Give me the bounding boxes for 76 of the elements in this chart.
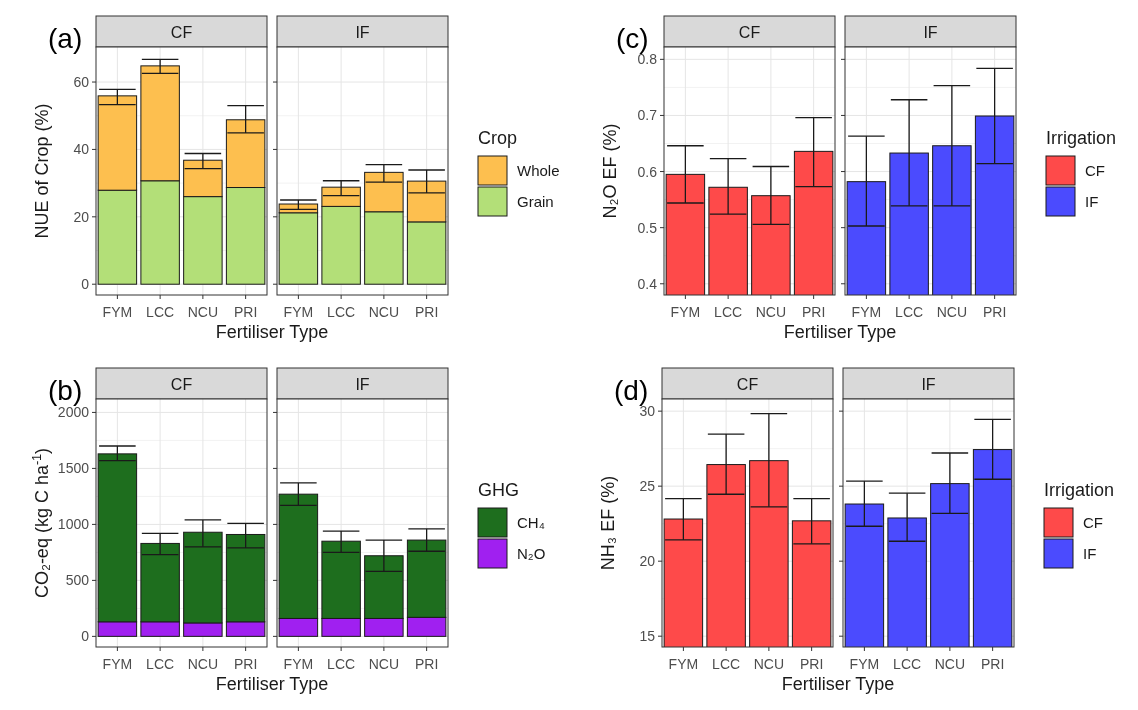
y-tick-label: 0 bbox=[81, 276, 90, 293]
y-tick-label: 1500 bbox=[57, 460, 90, 477]
x-tick-label: LCC bbox=[327, 656, 356, 672]
x-tick-label: NCU bbox=[187, 304, 219, 320]
x-tick-label: FYM bbox=[283, 304, 314, 320]
x-tick-label: PRI bbox=[799, 656, 824, 672]
y-tick-label: 15 bbox=[639, 628, 656, 645]
x-tick-label: FYM bbox=[849, 656, 880, 672]
x-tick-label: PRI bbox=[801, 304, 826, 320]
legend-label: N₂O bbox=[517, 545, 546, 562]
legend-label: IF bbox=[1083, 545, 1097, 562]
x-axis-title: Fertiliser Type bbox=[215, 674, 329, 694]
chart-title: CF bbox=[170, 23, 193, 41]
x-axis-title: Fertiliser Type bbox=[215, 322, 329, 342]
y-tick-label: 20 bbox=[639, 553, 656, 570]
chart-title: IF bbox=[355, 23, 370, 41]
x-tick-label: LCC bbox=[714, 304, 743, 320]
x-tick-label: NCU bbox=[755, 304, 787, 320]
x-tick-label: PRI bbox=[233, 656, 258, 672]
x-tick-label: LCC bbox=[895, 304, 924, 320]
x-tick-label: PRI bbox=[414, 656, 439, 672]
x-tick-label: LCC bbox=[712, 656, 741, 672]
y-tick-label: 0 bbox=[81, 628, 90, 645]
x-tick-label: NCU bbox=[187, 656, 219, 672]
x-tick-label: PRI bbox=[414, 304, 439, 320]
legend-title: Irrigation bbox=[1044, 480, 1115, 500]
legend-title: Crop bbox=[478, 128, 518, 148]
x-tick-label: PRI bbox=[233, 304, 258, 320]
legend-title: GHG bbox=[478, 480, 520, 500]
x-tick-label: NCU bbox=[936, 304, 968, 320]
x-tick-label: NCU bbox=[934, 656, 966, 672]
y-tick-label: 0.7 bbox=[637, 107, 658, 124]
x-tick-label: FYM bbox=[851, 304, 882, 320]
y-tick-label: 500 bbox=[65, 572, 90, 589]
x-axis-title: Fertiliser Type bbox=[781, 674, 895, 694]
y-tick-label: 40 bbox=[73, 141, 90, 158]
y-axis-title: N₂O EF (%) bbox=[600, 123, 620, 219]
legend-label: IF bbox=[1085, 193, 1099, 210]
y-tick-label: 20 bbox=[73, 208, 90, 225]
y-tick-label: 0.5 bbox=[637, 219, 658, 236]
x-tick-label: LCC bbox=[146, 656, 175, 672]
x-tick-label: NCU bbox=[368, 656, 400, 672]
x-tick-label: NCU bbox=[753, 656, 785, 672]
y-tick-label: 0.6 bbox=[637, 163, 658, 180]
y-tick-label: 25 bbox=[639, 478, 656, 495]
text: (a) bbox=[48, 23, 83, 54]
chart-title: IF bbox=[923, 23, 938, 41]
y-tick-label: 1000 bbox=[57, 516, 90, 533]
text: CF bbox=[738, 23, 761, 41]
x-tick-label: FYM bbox=[102, 304, 133, 320]
y-tick-label: 60 bbox=[73, 74, 90, 91]
x-tick-label: PRI bbox=[982, 304, 1007, 320]
y-tick-label: 0.4 bbox=[637, 275, 658, 292]
chart-title: CF bbox=[170, 375, 193, 393]
x-tick-label: PRI bbox=[980, 656, 1005, 672]
legend-label: Grain bbox=[517, 193, 554, 210]
x-tick-label: LCC bbox=[327, 304, 356, 320]
text: CF bbox=[1083, 514, 1103, 531]
x-tick-label: NCU bbox=[368, 304, 400, 320]
y-axis-title: NH₃ EF (%) bbox=[598, 475, 618, 571]
x-tick-label: FYM bbox=[283, 656, 314, 672]
x-tick-label: FYM bbox=[668, 656, 699, 672]
x-tick-label: LCC bbox=[893, 656, 922, 672]
legend-label: CH₄ bbox=[517, 514, 545, 531]
x-axis-title: Fertiliser Type bbox=[783, 322, 897, 342]
x-tick-label: FYM bbox=[670, 304, 701, 320]
x-tick-label: LCC bbox=[146, 304, 175, 320]
x-tick-label: FYM bbox=[102, 656, 133, 672]
legend-title: Irrigation bbox=[1046, 128, 1117, 148]
text: CF bbox=[1085, 162, 1105, 179]
chart-title: IF bbox=[921, 375, 936, 393]
text: CF bbox=[736, 375, 759, 393]
text: (b) bbox=[48, 375, 83, 406]
chart-title: IF bbox=[355, 375, 370, 393]
legend-label: Whole bbox=[517, 162, 560, 179]
y-axis-title: NUE of Crop (%) bbox=[32, 103, 52, 239]
